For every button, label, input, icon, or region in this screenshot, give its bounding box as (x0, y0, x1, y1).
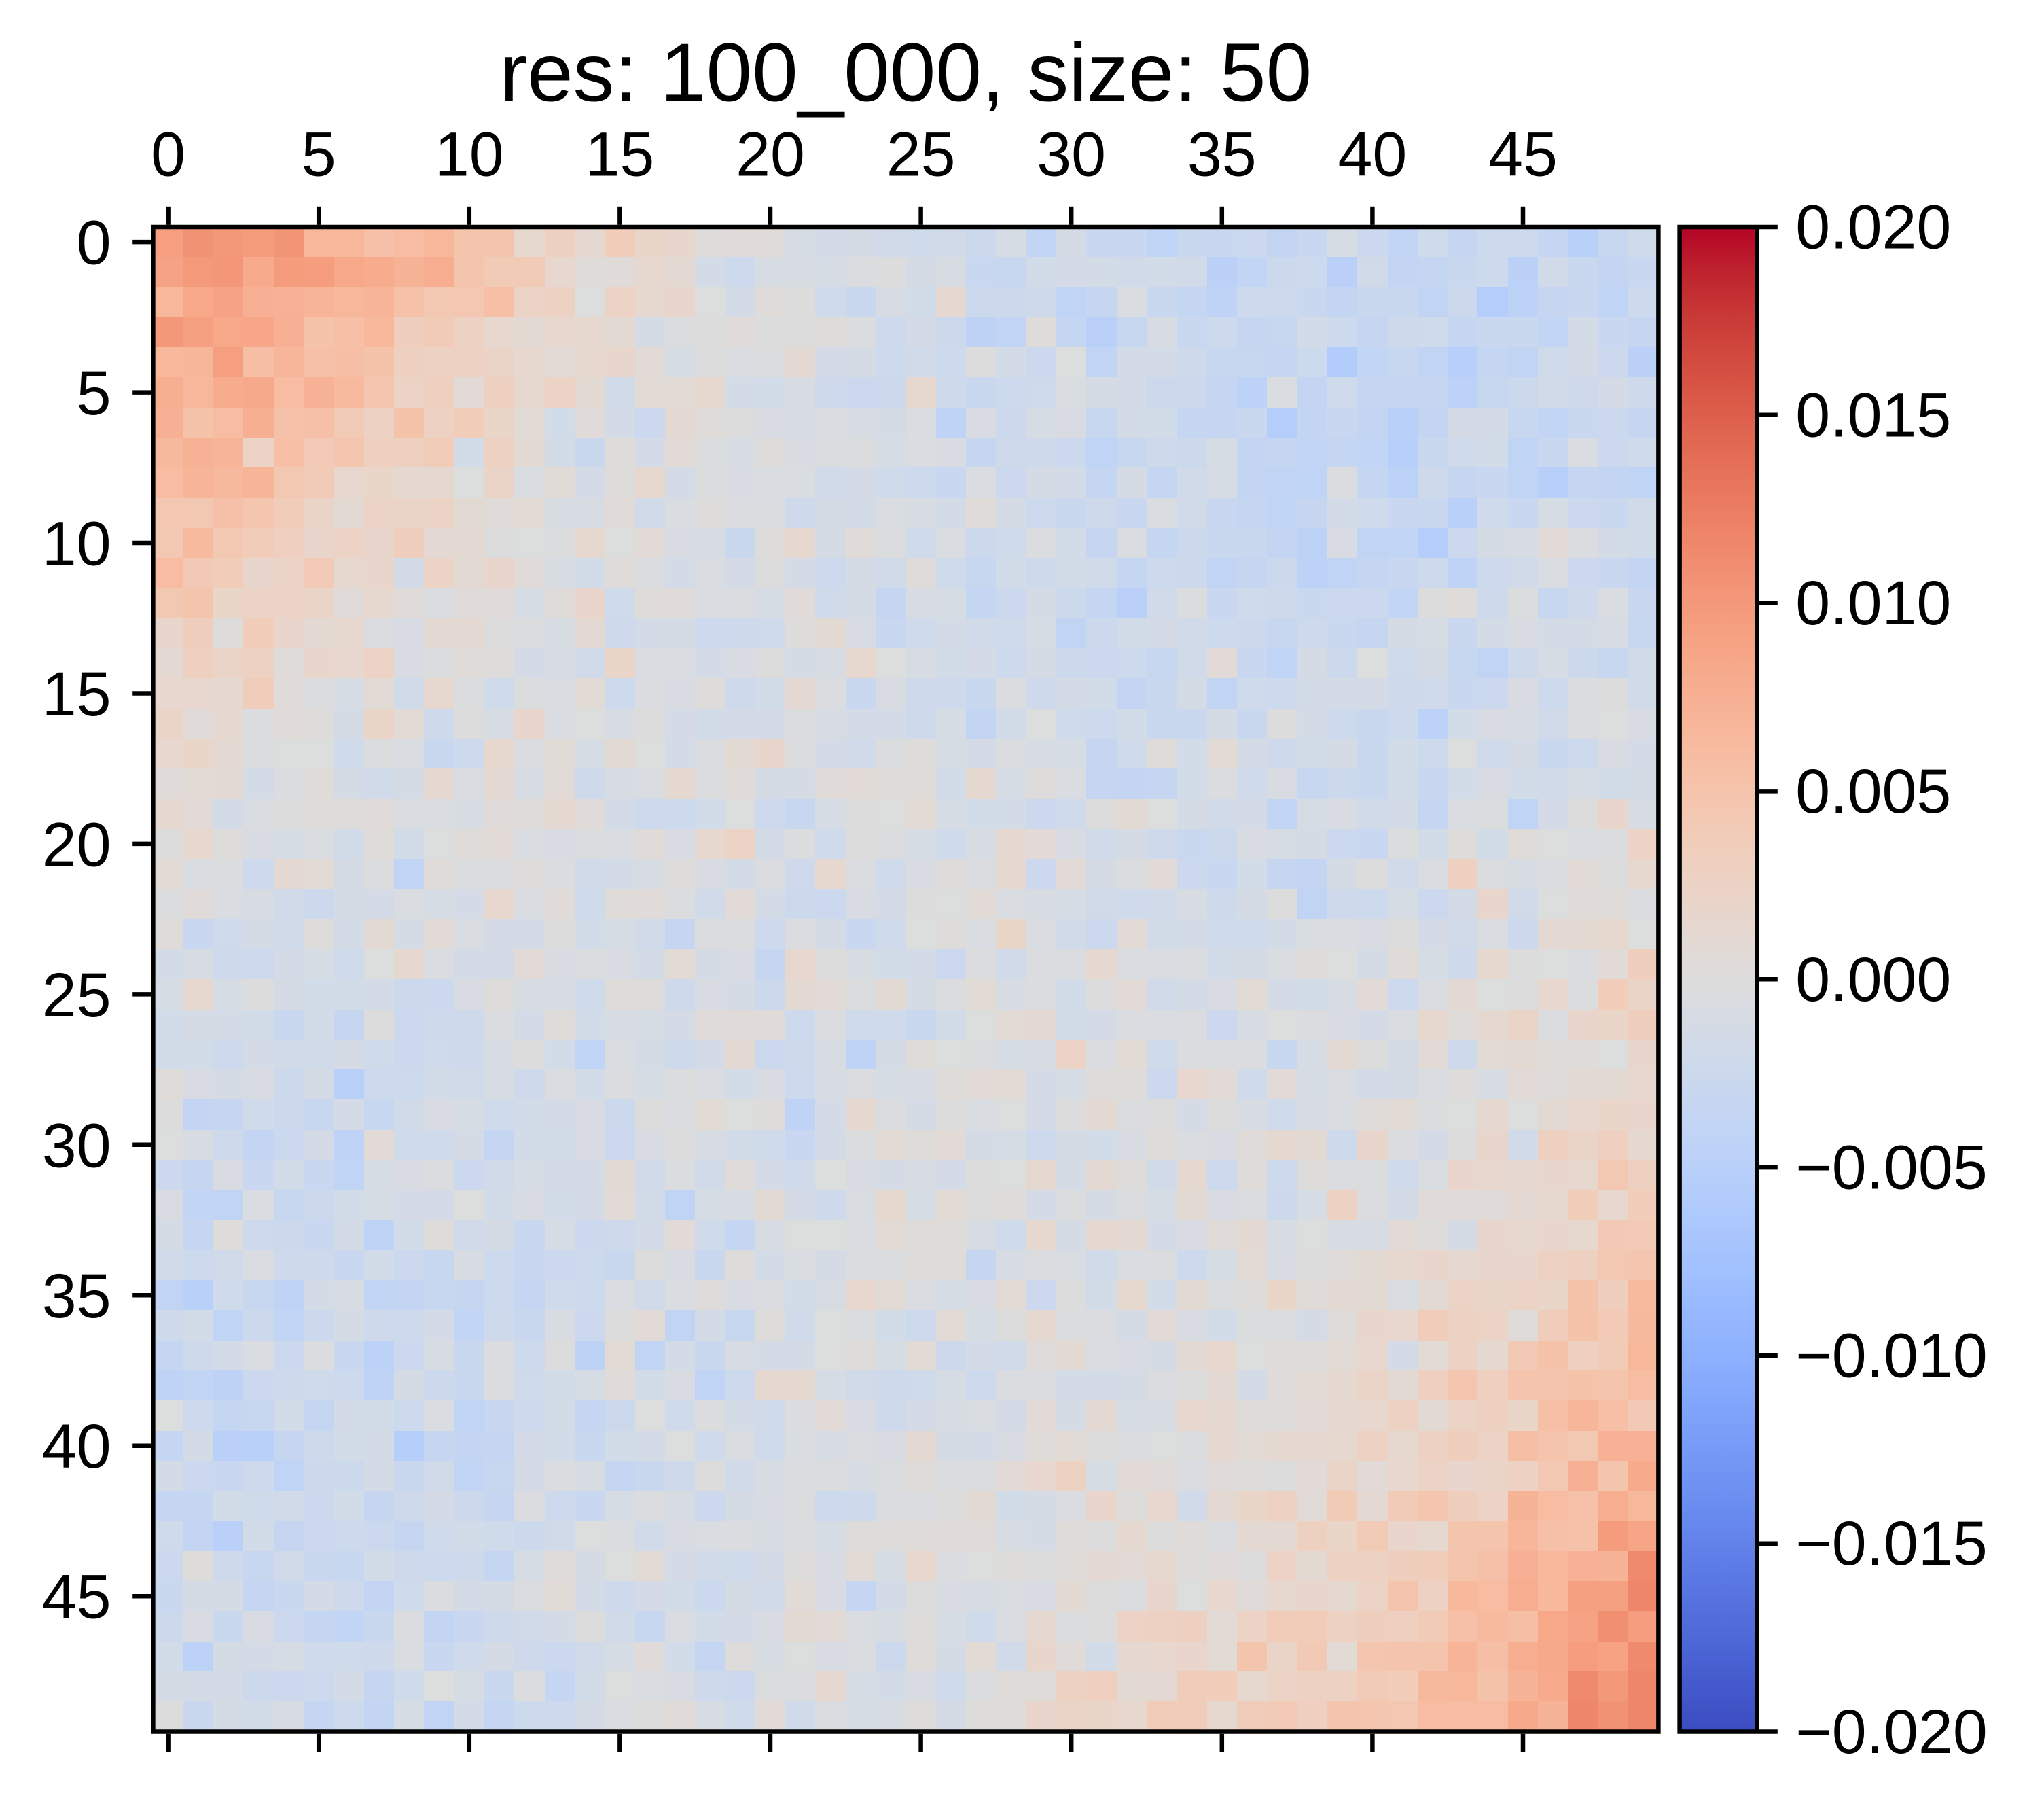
svg-text:25: 25 (886, 120, 956, 190)
svg-text:40: 40 (1338, 120, 1408, 190)
svg-text:35: 35 (1187, 120, 1257, 190)
svg-text:0.015: 0.015 (1795, 380, 1951, 450)
svg-text:15: 15 (586, 120, 655, 190)
svg-text:0.010: 0.010 (1795, 569, 1951, 638)
svg-text:0: 0 (77, 209, 111, 278)
svg-text:45: 45 (1488, 120, 1558, 190)
svg-text:−0.005: −0.005 (1795, 1133, 1987, 1203)
svg-text:25: 25 (42, 961, 111, 1030)
svg-text:35: 35 (42, 1262, 111, 1331)
svg-text:30: 30 (1037, 120, 1106, 190)
svg-text:10: 10 (435, 120, 504, 190)
svg-text:−0.010: −0.010 (1795, 1321, 1987, 1390)
svg-text:5: 5 (302, 120, 336, 190)
svg-text:10: 10 (42, 510, 111, 579)
svg-text:20: 20 (736, 120, 805, 190)
svg-text:−0.015: −0.015 (1795, 1509, 1987, 1578)
svg-text:−0.020: −0.020 (1795, 1697, 1987, 1767)
svg-text:45: 45 (42, 1563, 111, 1632)
svg-text:0.005: 0.005 (1795, 757, 1951, 826)
svg-text:0.000: 0.000 (1795, 945, 1951, 1014)
svg-text:30: 30 (42, 1111, 111, 1180)
svg-text:0.020: 0.020 (1795, 193, 1951, 262)
svg-text:res: 100_000, size: 50: res: 100_000, size: 50 (500, 26, 1312, 119)
svg-text:0: 0 (151, 120, 185, 190)
svg-text:15: 15 (42, 660, 111, 729)
svg-text:20: 20 (42, 810, 111, 879)
svg-text:5: 5 (77, 359, 111, 428)
svg-text:40: 40 (42, 1412, 111, 1481)
